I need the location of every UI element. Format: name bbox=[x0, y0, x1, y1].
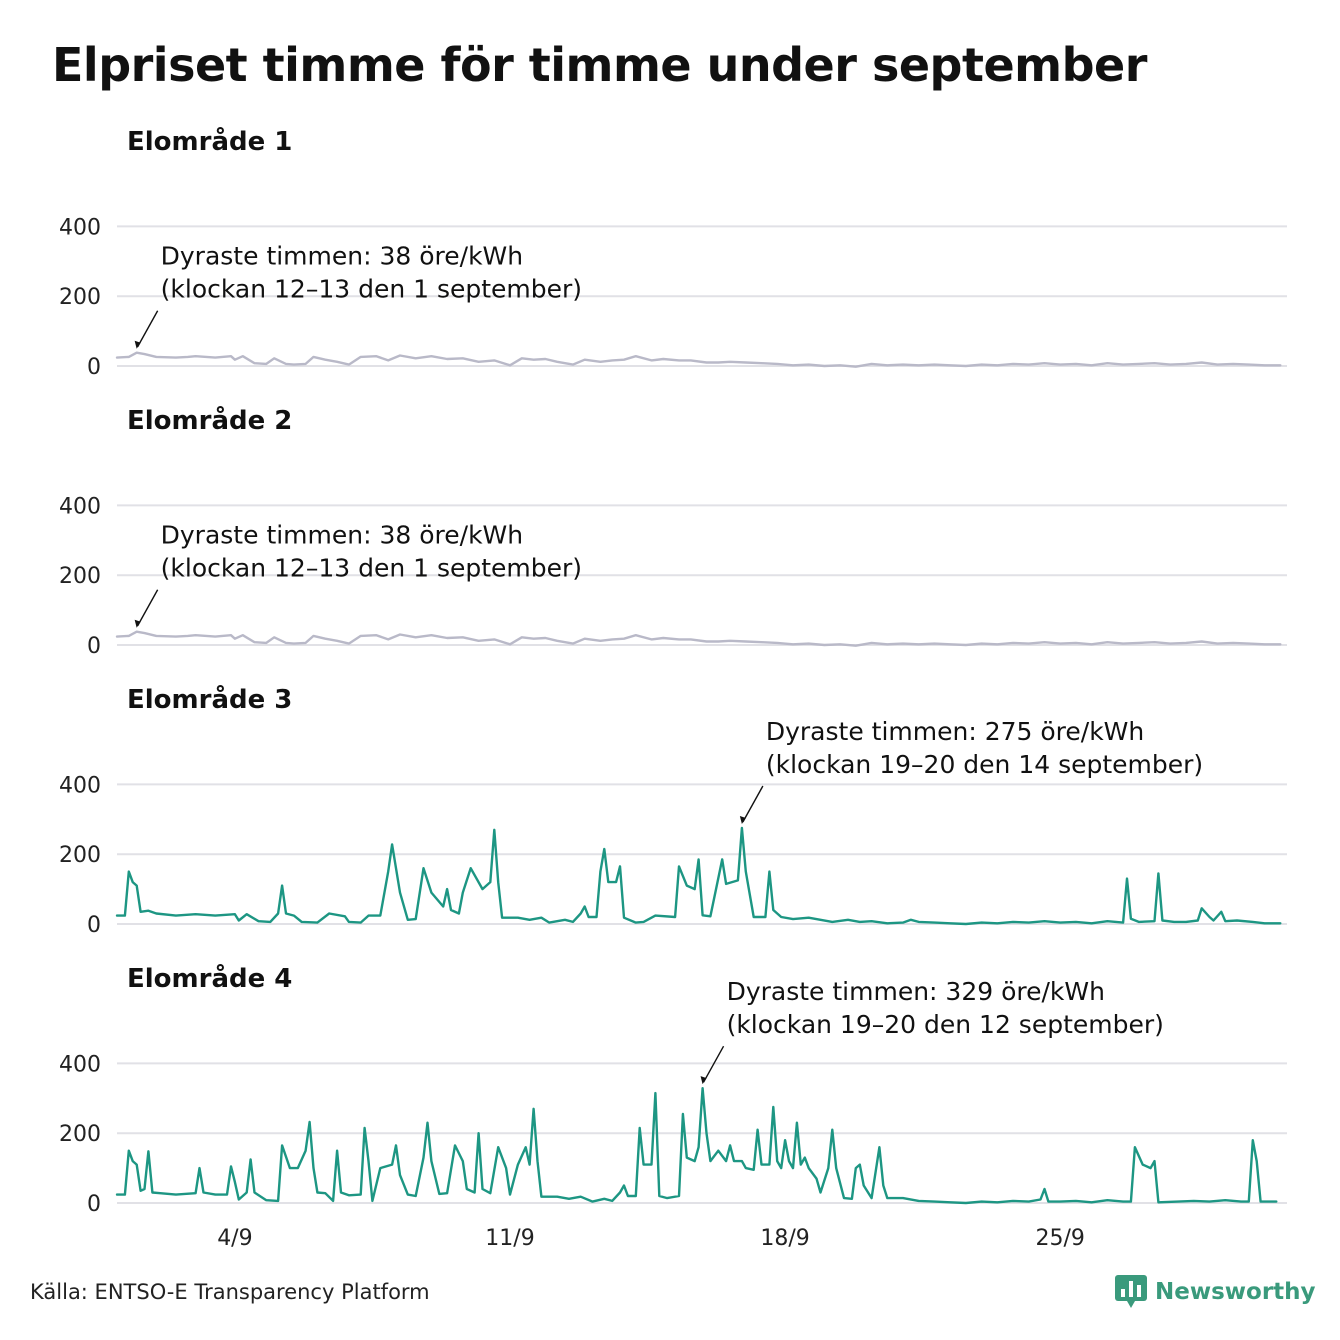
panel-4-annotation-arrow bbox=[702, 1045, 725, 1083]
panel-2-annotation-line-1: Dyraste timmen: 38 öre/kWh bbox=[161, 521, 523, 550]
panel-4-ytick-200: 200 bbox=[59, 1122, 101, 1147]
panel-1-annotation-line-2: (klockan 12–13 den 1 september) bbox=[161, 275, 582, 304]
panel-2-annotation-line-2: (klockan 12–13 den 1 september) bbox=[161, 554, 582, 583]
panel-4-price-line bbox=[115, 1087, 1278, 1205]
source-note: Källa: ENTSO-E Transparency Platform bbox=[30, 1280, 430, 1304]
panel-4-annotation-arrowhead bbox=[700, 1076, 707, 1085]
brand-name: Newsworthy bbox=[1155, 1279, 1316, 1305]
panel-1-ytick-400: 400 bbox=[59, 215, 101, 240]
xtick-11-9: 11/9 bbox=[485, 1226, 534, 1251]
xtick-4-9: 4/9 bbox=[217, 1226, 252, 1251]
panel-1-title: Elområde 1 bbox=[127, 125, 292, 157]
page-title: Elpriset timme för timme under september bbox=[52, 38, 1147, 92]
panel-2-ytick-400: 400 bbox=[59, 494, 101, 519]
panel-3-annotation-arrow bbox=[742, 785, 764, 823]
panel-3-ytick-200: 200 bbox=[59, 843, 101, 868]
newsworthy-logo-icon bbox=[1115, 1275, 1147, 1308]
panel-4-ytick-0: 0 bbox=[87, 1192, 101, 1217]
xtick-18-9: 18/9 bbox=[760, 1226, 809, 1251]
panel-4-annotation-line-1: Dyraste timmen: 329 öre/kWh bbox=[727, 977, 1105, 1006]
panel-1-ytick-200: 200 bbox=[59, 285, 101, 310]
panel-3-ytick-400: 400 bbox=[59, 773, 101, 798]
panel-1-price-line bbox=[115, 351, 1282, 368]
panel-3-annotation-arrowhead bbox=[739, 816, 746, 825]
panel-1-annotation-line-1: Dyraste timmen: 38 öre/kWh bbox=[161, 242, 523, 271]
panel-4-title: Elområde 4 bbox=[127, 962, 292, 994]
panel-2-title: Elområde 2 bbox=[127, 404, 292, 436]
panel-2-ytick-0: 0 bbox=[87, 634, 101, 659]
panel-2-price-line bbox=[115, 630, 1282, 647]
panel-3-annotation-line-2: (klockan 19–20 den 14 september) bbox=[766, 750, 1203, 779]
panel-1-annotation-arrowhead bbox=[134, 340, 141, 349]
brand-logo: Newsworthy bbox=[1115, 1275, 1316, 1309]
panel-3-annotation-line-1: Dyraste timmen: 275 öre/kWh bbox=[766, 717, 1144, 746]
xtick-25-9: 25/9 bbox=[1035, 1226, 1084, 1251]
panel-1-ytick-0: 0 bbox=[87, 355, 101, 380]
panel-1-annotation-arrow bbox=[137, 310, 159, 348]
panel-2-annotation-arrow bbox=[137, 589, 159, 627]
panel-3-ytick-0: 0 bbox=[87, 913, 101, 938]
panel-4-ytick-400: 400 bbox=[59, 1052, 101, 1077]
panel-2-ytick-200: 200 bbox=[59, 564, 101, 589]
panel-4-annotation-line-2: (klockan 19–20 den 12 september) bbox=[727, 1010, 1164, 1039]
panel-2-annotation-arrowhead bbox=[134, 619, 141, 628]
panel-3-price-line bbox=[115, 826, 1282, 926]
panel-3-title: Elområde 3 bbox=[127, 683, 292, 715]
